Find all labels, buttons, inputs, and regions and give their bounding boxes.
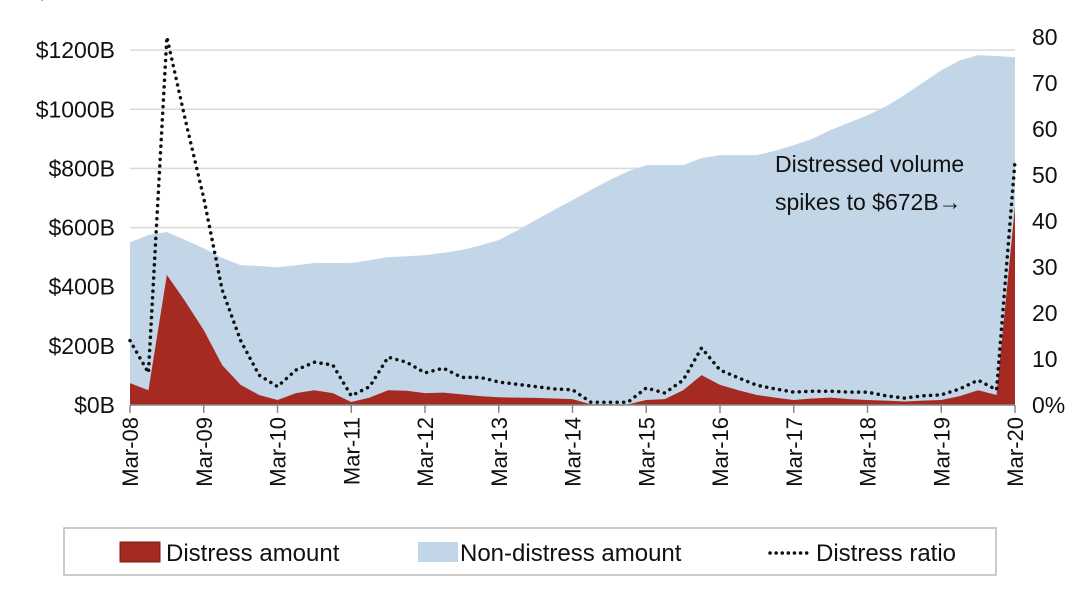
- y-left-tick-label: $1200B: [36, 37, 115, 63]
- y-left-tick-label: $800B: [48, 155, 115, 181]
- x-tick-label: Mar-13: [487, 417, 512, 487]
- legend-swatch-non-distress: [418, 542, 458, 562]
- y-left-tick-label: $1000B: [36, 96, 115, 122]
- y-left-tick-label: $0B: [74, 392, 115, 418]
- axes: $0B $200B $400B $600B $800B $1000B $1200B $1400…: [36, 0, 1066, 487]
- x-tick-label: Mar-12: [413, 417, 438, 487]
- legend-swatch-distress: [119, 541, 161, 563]
- distress-area: [130, 206, 1015, 405]
- ratio-series: [128, 35, 1017, 404]
- y-right-tick-label: 80: [1032, 24, 1058, 50]
- x-tick-label: Mar-08: [118, 417, 143, 487]
- legend-label-non-distress: Non-distress amount: [460, 540, 682, 567]
- y-left-tick-label: $200B: [48, 333, 115, 359]
- x-tick-label: Mar-11: [339, 417, 364, 485]
- y-right-tick-label: 20: [1032, 300, 1058, 326]
- legend-box: [63, 527, 997, 576]
- non-distress-area: [130, 55, 1015, 406]
- y-right-tick-label: 40: [1032, 208, 1058, 234]
- y-right-tick-label: 90: [1032, 0, 1058, 4]
- y-right-tick-label: 60: [1032, 116, 1058, 142]
- area-series: [130, 55, 1015, 406]
- x-tick-label: Mar-15: [634, 417, 659, 487]
- y-left-tick-label: $600B: [48, 215, 115, 241]
- y-right-tick-label: 70: [1032, 70, 1058, 96]
- y-right-tick-label: 30: [1032, 254, 1058, 280]
- y-left-tick-label: $400B: [48, 274, 115, 300]
- x-tick-label: Mar-09: [192, 417, 217, 487]
- x-tick-label: Mar-10: [266, 417, 291, 487]
- legend-label-distress: Distress amount: [166, 540, 340, 567]
- x-tick-label: Mar-14: [561, 417, 586, 487]
- legend-label-ratio: Distress ratio: [816, 540, 956, 567]
- x-tick-label: Mar-19: [929, 417, 954, 487]
- y-right-tick-label: 0%: [1032, 392, 1065, 418]
- annotation: Distressed volume spikes to $672B→: [775, 151, 964, 215]
- annotation-line-2: spikes to $672B→: [775, 189, 962, 215]
- x-tick-label: Mar-20: [1003, 417, 1028, 487]
- x-tick-label: Mar-17: [782, 417, 807, 487]
- x-tick-label: Mar-16: [708, 417, 733, 487]
- y-left-tick-label: $1400B: [36, 0, 115, 4]
- y-right-tick-label: 50: [1032, 162, 1058, 188]
- x-tick-label: Mar-18: [856, 417, 881, 487]
- legend: Distress amount Non-distress amount Dist…: [63, 527, 997, 576]
- y-right-tick-label: 10: [1032, 346, 1058, 372]
- annotation-line-1: Distressed volume: [775, 151, 964, 177]
- distress-ratio-line: [128, 35, 1017, 404]
